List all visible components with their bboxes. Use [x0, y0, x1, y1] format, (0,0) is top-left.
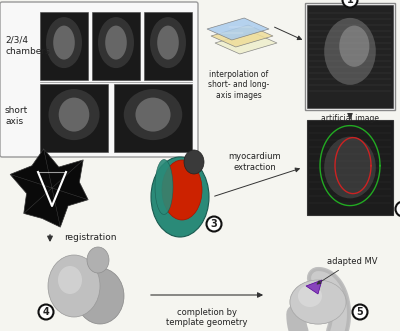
Ellipse shape: [48, 89, 100, 140]
Polygon shape: [306, 280, 322, 294]
Text: myocardium
extraction: myocardium extraction: [229, 152, 281, 172]
FancyBboxPatch shape: [0, 2, 198, 157]
Ellipse shape: [87, 247, 109, 273]
Text: completion by
template geometry: completion by template geometry: [166, 308, 248, 327]
Ellipse shape: [76, 268, 124, 324]
Polygon shape: [10, 149, 88, 227]
Ellipse shape: [157, 25, 179, 60]
Ellipse shape: [324, 18, 376, 85]
Ellipse shape: [58, 266, 82, 294]
Circle shape: [342, 0, 358, 8]
Bar: [305, 3, 395, 110]
Ellipse shape: [184, 150, 204, 174]
Bar: [144, 12, 192, 80]
Text: registration: registration: [64, 232, 116, 242]
Bar: [307, 120, 393, 215]
Ellipse shape: [105, 25, 127, 60]
Bar: [114, 84, 192, 152]
Ellipse shape: [162, 160, 202, 220]
Bar: [40, 12, 88, 80]
Polygon shape: [215, 32, 277, 54]
Ellipse shape: [48, 255, 100, 317]
Text: artificial image: artificial image: [321, 114, 379, 123]
Bar: [40, 84, 108, 152]
Text: 2/3/4
chambers: 2/3/4 chambers: [5, 36, 50, 56]
Polygon shape: [211, 25, 273, 47]
Ellipse shape: [98, 17, 134, 68]
Ellipse shape: [151, 157, 209, 237]
Ellipse shape: [339, 25, 369, 67]
Text: adapted MV: adapted MV: [317, 257, 378, 284]
Ellipse shape: [290, 280, 346, 324]
Text: 5: 5: [357, 307, 363, 317]
Ellipse shape: [53, 25, 75, 60]
Ellipse shape: [136, 98, 170, 132]
Circle shape: [206, 216, 222, 231]
Ellipse shape: [59, 98, 89, 132]
Text: 3: 3: [211, 219, 217, 229]
Ellipse shape: [155, 160, 173, 214]
Text: 1: 1: [347, 0, 353, 5]
Text: interpolation of
short- and long-
axis images: interpolation of short- and long- axis i…: [208, 70, 270, 100]
Circle shape: [352, 305, 368, 319]
Ellipse shape: [124, 89, 182, 140]
Bar: [307, 5, 393, 108]
Bar: [92, 12, 140, 80]
Ellipse shape: [46, 17, 82, 68]
Ellipse shape: [298, 285, 322, 307]
Ellipse shape: [290, 280, 346, 324]
Ellipse shape: [150, 17, 186, 68]
Polygon shape: [207, 18, 269, 40]
Circle shape: [38, 305, 54, 319]
Circle shape: [396, 202, 400, 216]
Ellipse shape: [324, 137, 376, 198]
Text: 4: 4: [43, 307, 49, 317]
Text: short
axis: short axis: [5, 106, 28, 126]
